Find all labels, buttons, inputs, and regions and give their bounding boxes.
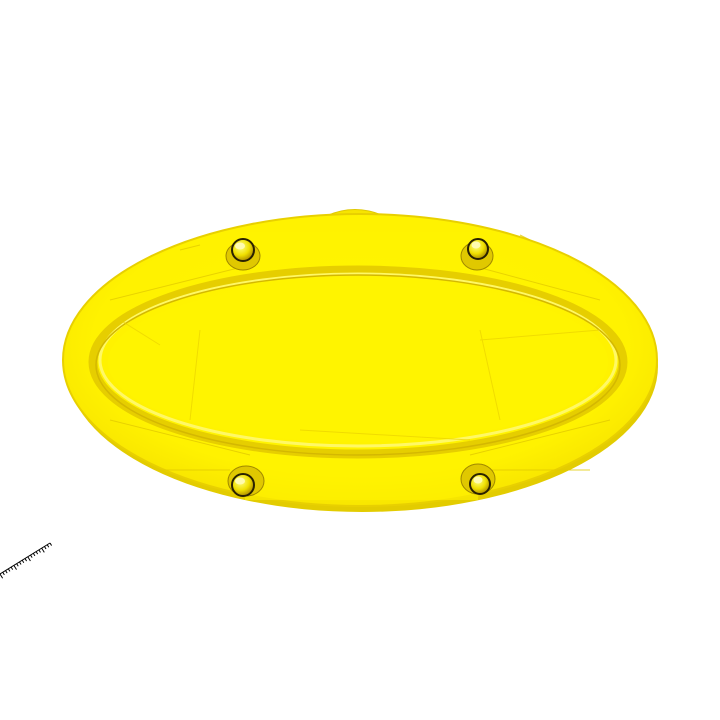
pin-bottom-right[interactable]: [460, 463, 496, 495]
ruler-tick: [46, 544, 50, 548]
pin-bottom-left[interactable]: [227, 465, 265, 497]
facet-lines: [109, 234, 611, 471]
ruler-tick: [10, 566, 14, 570]
ruler-tick: [16, 563, 19, 567]
ruler-tick: [7, 568, 11, 572]
ruler-tick: [49, 542, 53, 546]
top-mount-strip: [240, 232, 482, 272]
ruler-tick: [13, 565, 17, 570]
oval-plate[interactable]: [62, 209, 658, 513]
ruler-tick: [21, 559, 25, 564]
ruler-tick: [19, 561, 22, 565]
ruler-tick: [0, 573, 4, 579]
ruler-tick: [30, 554, 33, 558]
ruler-tick: [35, 551, 39, 555]
pin-top-right[interactable]: [460, 238, 494, 271]
inner-facets: [119, 319, 601, 441]
mounting-pins: [225, 238, 496, 497]
ruler-tick: [2, 572, 5, 576]
inner-ridge-highlight: [98, 272, 618, 448]
ruler-tick: [27, 556, 31, 562]
ruler-tick: [24, 558, 28, 562]
ruler-tick: [44, 546, 47, 550]
inner-ridge-outer: [88, 265, 628, 459]
ruler-tick: [5, 570, 8, 574]
ruler-tick: [41, 547, 45, 553]
inner-recess: [108, 282, 608, 442]
inner-ridge-dark: [95, 274, 621, 456]
scale-ruler: [0, 542, 53, 579]
bottom-mount-strip: [240, 448, 482, 500]
pin-top-left[interactable]: [225, 238, 261, 271]
ruler-tick: [38, 549, 41, 553]
ruler-tick: [32, 553, 36, 557]
